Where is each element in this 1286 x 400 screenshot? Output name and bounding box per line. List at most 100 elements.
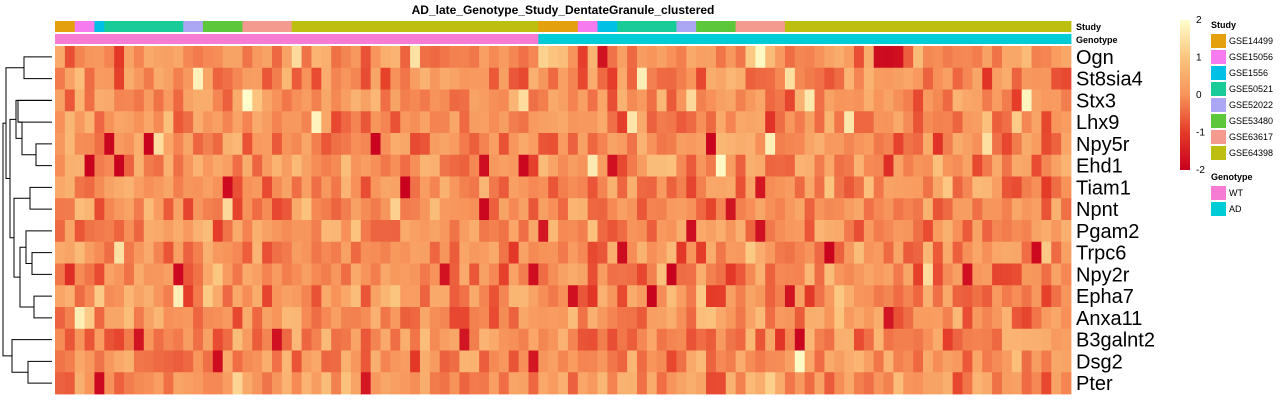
- heatmap-cell: [548, 328, 559, 351]
- heatmap-cell: [804, 220, 815, 243]
- heatmap-cell: [942, 307, 954, 330]
- heatmap-cell: [577, 111, 589, 134]
- heatmap-cell: [686, 241, 697, 264]
- heatmap-cell: [74, 176, 85, 199]
- heatmap-cell: [913, 241, 924, 264]
- heatmap-cell: [341, 133, 352, 156]
- heatmap-cell: [498, 241, 510, 264]
- heatmap-cell: [252, 154, 263, 177]
- heatmap-cell: [193, 67, 204, 90]
- heatmap-cell: [666, 46, 677, 69]
- heatmap-cell: [706, 328, 717, 351]
- annotation-segment-GSE53480: [696, 21, 737, 32]
- heatmap-cell: [55, 67, 66, 90]
- legend-entry: GSE52022: [1229, 100, 1273, 110]
- heatmap-cell: [765, 241, 776, 264]
- heatmap-cell: [1031, 328, 1042, 351]
- heatmap-cell: [883, 154, 894, 177]
- heatmap-cell: [784, 307, 796, 330]
- heatmap-cell: [528, 154, 539, 177]
- heatmap-cell: [1021, 133, 1032, 156]
- heatmap-cell: [400, 328, 411, 351]
- heatmap-cell: [143, 263, 155, 286]
- heatmap-cell: [715, 89, 727, 112]
- heatmap-cell: [133, 67, 145, 90]
- heatmap-cell: [173, 198, 184, 221]
- row-label: Tiam1: [1076, 177, 1131, 199]
- heatmap-cell: [558, 46, 569, 69]
- heatmap-cell: [222, 241, 233, 264]
- heatmap-cell: [636, 67, 648, 90]
- heatmap-cell: [903, 328, 914, 351]
- heatmap-cell: [706, 241, 717, 264]
- heatmap-cell: [745, 89, 756, 112]
- heatmap-cell: [252, 220, 263, 243]
- heatmap-cell: [873, 198, 884, 221]
- heatmap-cell: [331, 285, 342, 308]
- heatmap-cell: [1021, 241, 1032, 264]
- heatmap-cell: [124, 350, 135, 373]
- heatmap-cell: [262, 46, 273, 69]
- heatmap-cell: [143, 372, 155, 395]
- heatmap-cell: [686, 176, 697, 199]
- dendrogram-branch: [35, 143, 52, 167]
- heatmap-cell: [301, 220, 312, 243]
- heatmap-cell: [952, 154, 963, 177]
- heatmap-cell: [775, 154, 786, 177]
- heatmap-cell: [489, 285, 500, 308]
- heatmap-cell: [74, 350, 85, 373]
- heatmap-cell: [153, 263, 164, 286]
- heatmap-cell: [479, 46, 490, 69]
- heatmap-cell: [863, 67, 875, 90]
- heatmap-cell: [429, 263, 441, 286]
- heatmap-cell: [1041, 46, 1052, 69]
- heatmap-cell: [755, 307, 766, 330]
- heatmap-cell: [775, 241, 786, 264]
- heatmap-cell: [863, 111, 875, 134]
- heatmap-cell: [1061, 154, 1072, 177]
- heatmap-cell: [212, 67, 224, 90]
- heatmap-cell: [508, 67, 520, 90]
- heatmap-cell: [390, 67, 401, 90]
- heatmap-cell: [853, 176, 865, 199]
- heatmap-cell: [114, 350, 125, 373]
- heatmap-cell: [331, 350, 342, 373]
- heatmap-cell: [725, 154, 737, 177]
- heatmap-cell: [291, 350, 302, 373]
- heatmap-cell: [755, 154, 766, 177]
- heatmap-cell: [636, 372, 648, 395]
- heatmap-cell: [765, 176, 776, 199]
- heatmap-cell: [104, 285, 115, 308]
- heatmap-cell: [341, 111, 352, 134]
- heatmap-cell: [370, 67, 381, 90]
- heatmap-cell: [449, 350, 460, 373]
- heatmap-cell: [804, 350, 815, 373]
- heatmap-cell: [903, 220, 914, 243]
- heatmap-cell: [193, 350, 204, 373]
- heatmap-cell: [676, 67, 687, 90]
- heatmap-cell: [242, 220, 253, 243]
- heatmap-cell: [873, 263, 884, 286]
- heatmap-cell: [252, 328, 263, 351]
- heatmap-cell: [804, 285, 815, 308]
- heatmap-cell: [321, 285, 332, 308]
- heatmap-cell: [676, 154, 687, 177]
- heatmap-cell: [636, 133, 648, 156]
- heatmap-cell: [597, 133, 608, 156]
- heatmap-cell: [952, 111, 963, 134]
- heatmap-cell: [903, 263, 914, 286]
- heatmap-cell: [962, 89, 973, 112]
- heatmap-cell: [449, 111, 460, 134]
- heatmap-cell: [508, 328, 520, 351]
- heatmap-cell: [784, 67, 796, 90]
- heatmap-cell: [952, 350, 963, 373]
- heatmap-cell: [370, 241, 381, 264]
- heatmap-cell: [469, 307, 480, 330]
- heatmap-cell: [617, 307, 628, 330]
- heatmap-cell: [755, 198, 766, 221]
- heatmap-cell: [952, 176, 963, 199]
- heatmap-cell: [321, 154, 332, 177]
- heatmap-cell: [1011, 89, 1023, 112]
- heatmap-cell: [972, 220, 983, 243]
- heatmap-cell: [636, 198, 648, 221]
